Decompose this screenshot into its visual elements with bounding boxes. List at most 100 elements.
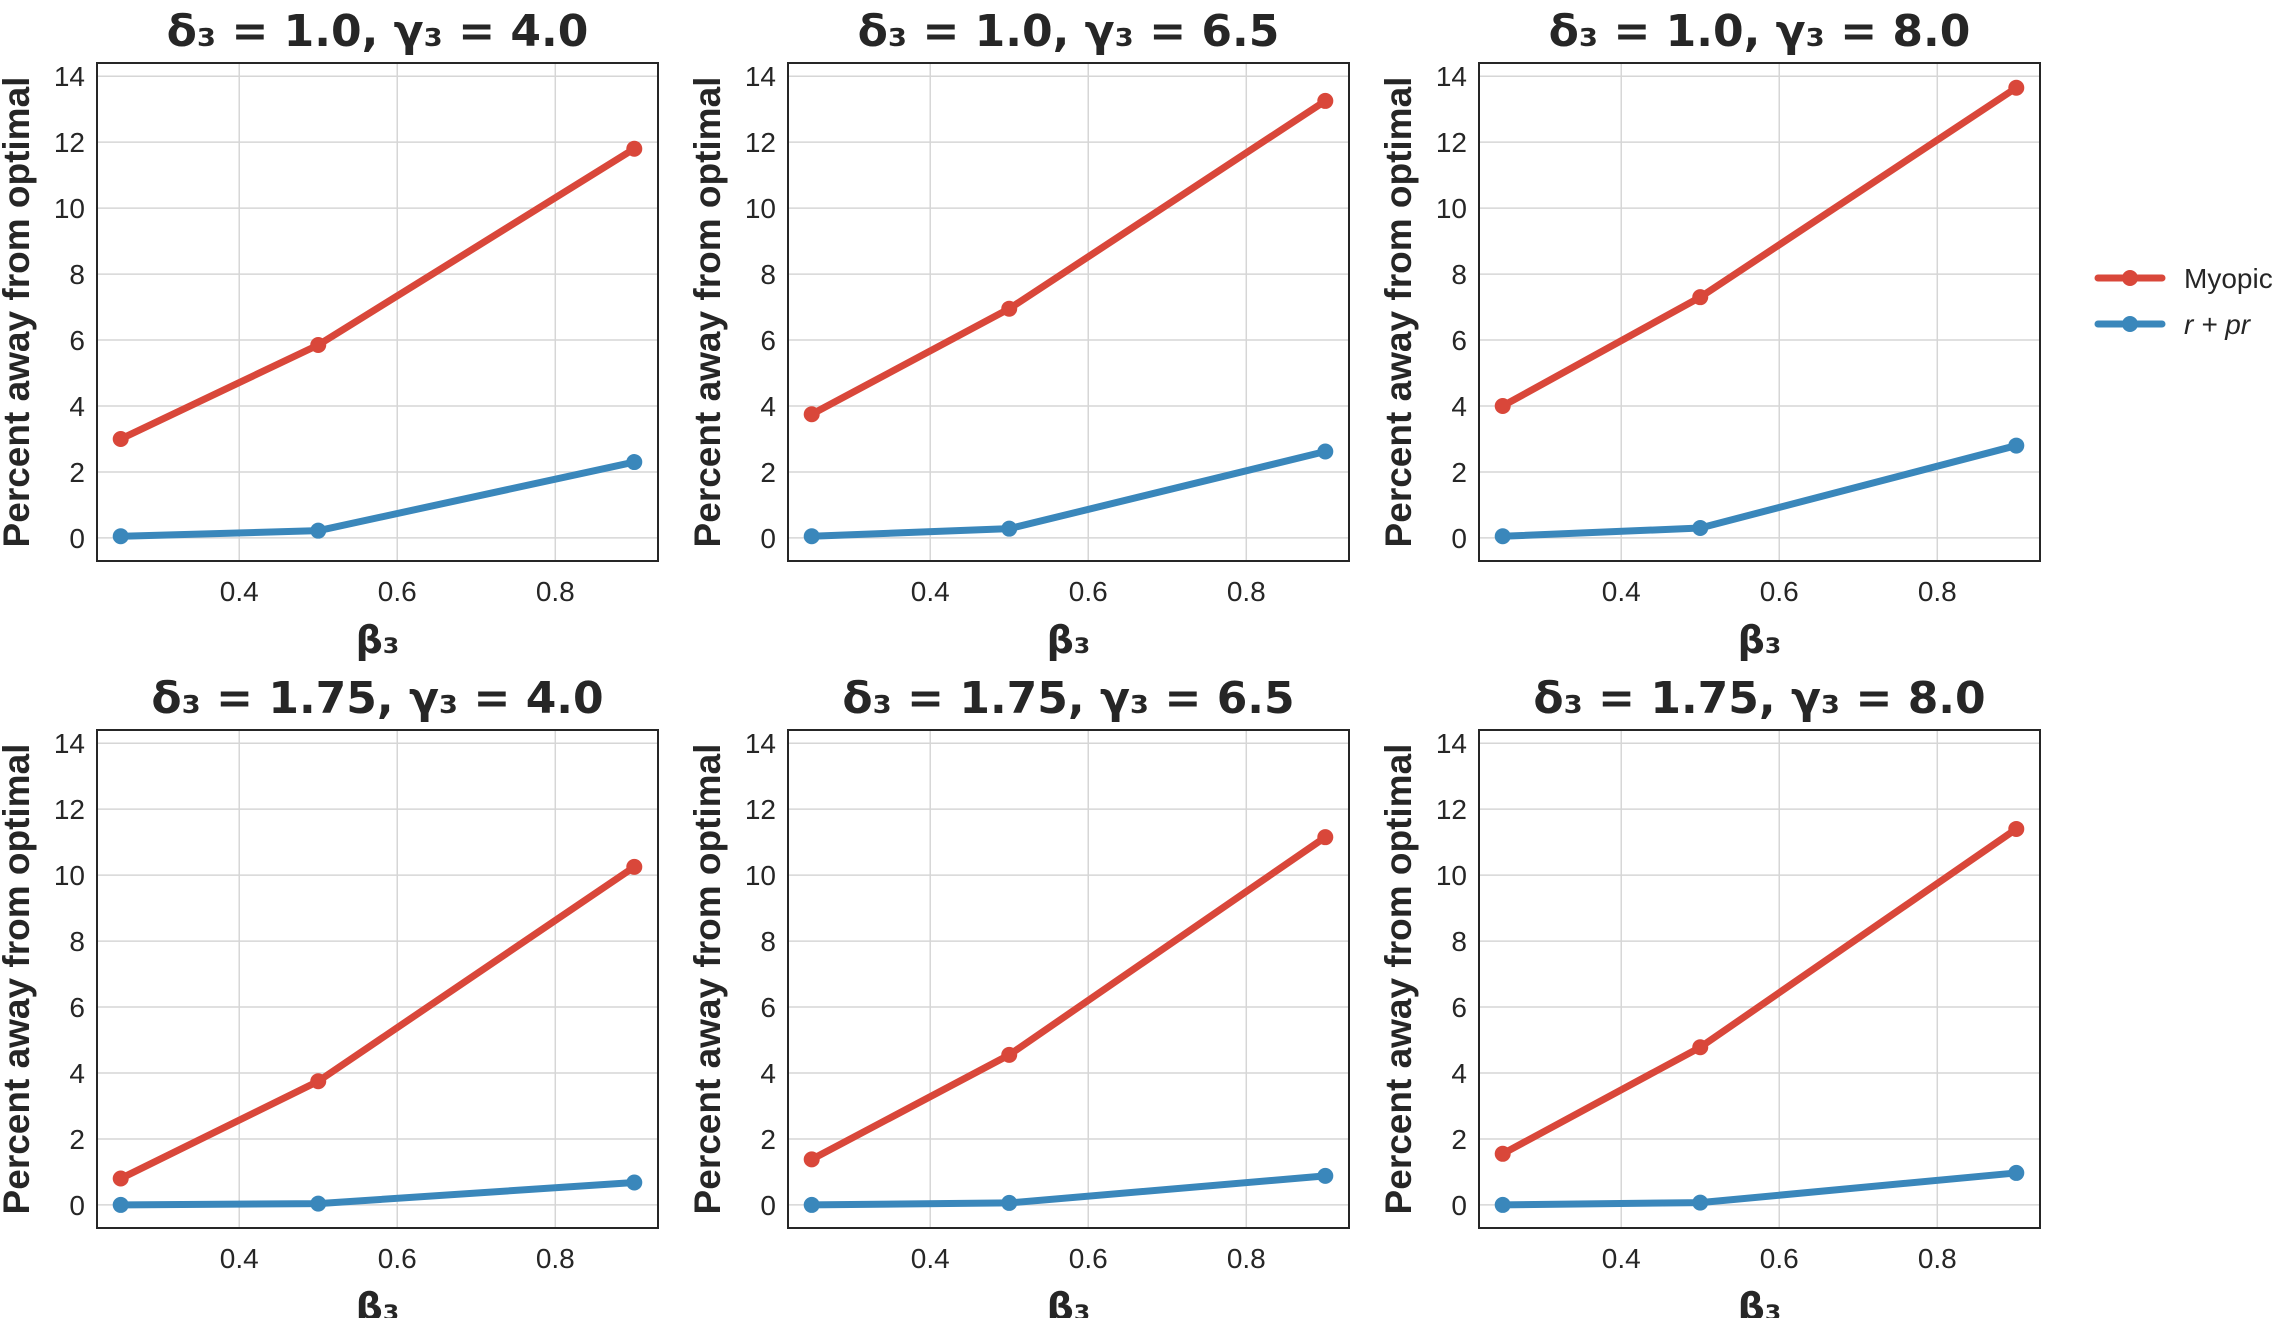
y-tick-label: 14 [1436,61,1467,92]
x-tick-label: 0.6 [1069,1243,1108,1274]
x-axis-label: β₃ [1738,1285,1782,1318]
x-tick-label: 0.4 [911,1243,950,1274]
y-tick-label: 2 [760,1124,776,1155]
y-tick-label: 0 [760,523,776,554]
x-tick-label: 0.6 [378,1243,417,1274]
x-tick-label: 0.4 [220,1243,259,1274]
x-tick-label: 0.4 [220,576,259,607]
x-tick-label: 0.8 [1227,576,1266,607]
data-point [310,1073,327,1090]
data-point [803,1151,820,1168]
chart-panel-3: 0.4 0.6 0.8 0 2 4 6 8 10 12 14 δ₃ = 1.0, γ₃ = 8.0 β₃… [1378,6,2041,662]
y-tick-label: 8 [760,926,776,957]
y-tick-label: 14 [745,728,776,759]
chart-title: δ₃ = 1.75, γ₃ = 4.0 [151,673,603,724]
data-point [626,858,643,875]
y-tick-label: 4 [1451,391,1467,422]
y-tick-label: 0 [1451,1190,1467,1221]
axes-frame [96,62,659,562]
y-tick-label: 4 [1451,1058,1467,1089]
y-tick-label: 2 [69,457,85,488]
data-point [626,454,643,471]
y-tick-label: 6 [1451,992,1467,1023]
axes-frame [1478,62,2041,562]
y-tick-label: 8 [1451,926,1467,957]
y-tick-label: 12 [745,794,776,825]
data-point [1692,1039,1709,1056]
data-point [310,522,327,539]
y-tick-label: 2 [1451,1124,1467,1155]
y-axis-label: Percent away from optimal [687,77,728,548]
data-point [112,1170,129,1187]
data-point [112,528,129,545]
y-tick-label: 8 [69,259,85,290]
y-tick-label: 10 [745,860,776,891]
y-tick-label: 10 [54,860,85,891]
chart-panel-1: 0.4 0.6 0.8 0 2 4 6 8 10 12 14 δ₃ = 1.0, γ₃ = 4.0 β₃… [0,6,659,662]
data-point [626,140,643,157]
x-tick-label: 0.4 [911,576,950,607]
plot-area [1479,63,2040,561]
y-tick-label: 4 [69,1058,85,1089]
plot-area [1479,730,2040,1228]
y-tick-label: 6 [69,992,85,1023]
data-point [803,1196,820,1213]
y-tick-label: 6 [760,325,776,356]
x-tick-label: 0.8 [1227,1243,1266,1274]
data-point [1001,300,1018,317]
data-point [1317,443,1334,460]
y-tick-label: 14 [54,61,85,92]
y-tick-label: 14 [745,61,776,92]
y-tick-label: 6 [1451,325,1467,356]
axes-frame [787,729,1350,1229]
data-point [1494,397,1511,414]
legend-label: r + pr [2184,309,2252,340]
x-tick-label: 0.6 [1760,576,1799,607]
y-tick-label: 12 [1436,127,1467,158]
y-tick-label: 14 [54,728,85,759]
x-tick-label: 0.4 [1602,576,1641,607]
data-point [1692,289,1709,306]
y-tick-label: 12 [745,127,776,158]
data-point [1317,1167,1334,1184]
data-point [1001,1194,1018,1211]
x-axis-label: β₃ [1047,1285,1091,1318]
data-point [626,1174,643,1191]
data-point [1692,1194,1709,1211]
y-tick-label: 10 [1436,860,1467,891]
data-point [1317,92,1334,109]
data-point [112,430,129,447]
y-tick-label: 4 [760,1058,776,1089]
legend-label: Myopic [2184,263,2273,294]
y-tick-label: 2 [1451,457,1467,488]
chart-panel-4: 0.4 0.6 0.8 0 2 4 6 8 10 12 14 δ₃ = 1.75, γ₃ = 4.0 β… [0,673,659,1318]
x-tick-label: 0.8 [1918,1243,1957,1274]
y-tick-label: 8 [1451,259,1467,290]
y-tick-label: 6 [760,992,776,1023]
data-point [2008,1164,2025,1181]
data-point [310,336,327,353]
y-tick-label: 2 [69,1124,85,1155]
y-tick-label: 0 [760,1190,776,1221]
x-tick-label: 0.6 [378,576,417,607]
y-axis-label: Percent away from optimal [1378,77,1419,548]
legend: Myopic r + pr [2094,263,2273,340]
y-tick-label: 12 [1436,794,1467,825]
x-tick-label: 0.6 [1760,1243,1799,1274]
y-tick-label: 6 [69,325,85,356]
y-tick-label: 4 [69,391,85,422]
chart-title: δ₃ = 1.0, γ₃ = 6.5 [858,6,1280,57]
legend-item-myopic: Myopic [2094,263,2273,294]
chart-title: δ₃ = 1.75, γ₃ = 8.0 [1533,673,1985,724]
x-axis-label: β₃ [1047,618,1091,662]
y-tick-label: 8 [69,926,85,957]
data-point [1494,1196,1511,1213]
chart-title: δ₃ = 1.0, γ₃ = 8.0 [1549,6,1971,57]
data-point [310,1195,327,1212]
y-axis-label: Percent away from optimal [0,744,37,1215]
y-tick-label: 2 [760,457,776,488]
y-axis-label: Percent away from optimal [687,744,728,1215]
chart-title: δ₃ = 1.75, γ₃ = 6.5 [842,673,1294,724]
y-tick-label: 0 [1451,523,1467,554]
